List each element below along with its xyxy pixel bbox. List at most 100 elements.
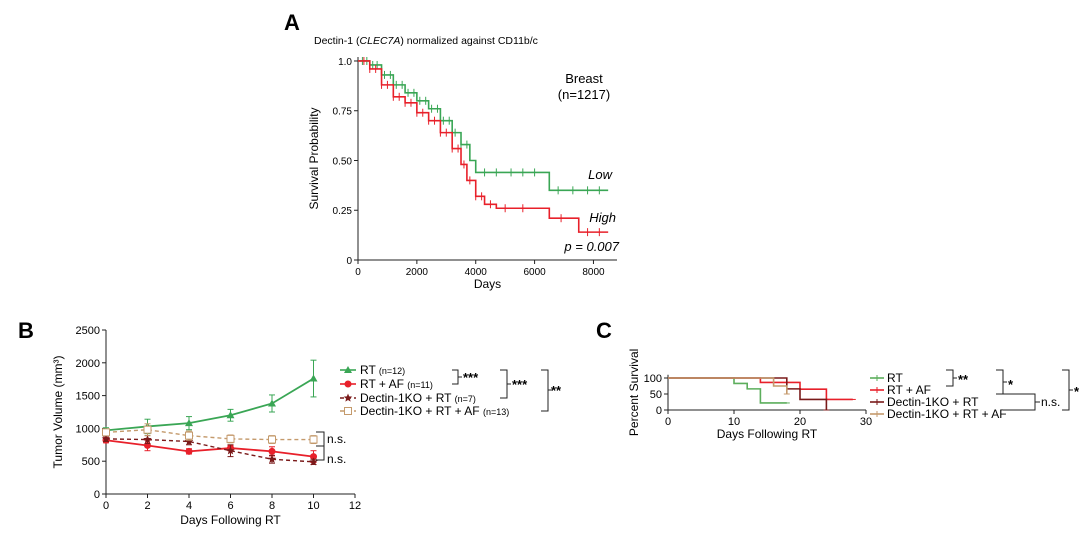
chart-a-x-tick-label: 4000 [465, 267, 488, 278]
marker-star [184, 437, 194, 446]
km-line-high [358, 60, 609, 233]
marker-triangle [268, 399, 276, 407]
legend-n: (n=12) [379, 366, 405, 376]
marker-star [143, 435, 152, 444]
legend-label: RT (n=12) [360, 363, 405, 377]
marker-triangle [226, 411, 235, 419]
series-line-0 [105, 377, 314, 432]
legend-label: RT + AF [887, 383, 931, 397]
legend-label: Dectin-1KO + RT + AF (n=13) [360, 404, 509, 418]
legend-label: Dectin-1KO + RT + AF [887, 407, 1007, 421]
chart-a-y-tick-label: 0.25 [333, 206, 353, 217]
chart-a-title-end: ) normalized against CD11b/c [400, 35, 538, 47]
legend-n: (n=13) [483, 407, 509, 417]
chart-b-axes: 0 2 4 6 8 10 12 0 500 1000 1500 2000 2500 Days Follow… [51, 325, 361, 527]
marker-circle [185, 447, 193, 455]
chart-c-sig-2: * [1008, 377, 1014, 392]
marker-star [101, 434, 111, 443]
legend-name: Dectin-1KO + RT + AF [360, 404, 483, 418]
chart-c-sig-1: ** [958, 372, 969, 387]
chart-b-y-tick-label: 0 [94, 489, 100, 501]
marker-circle [310, 453, 317, 461]
km-line-low [358, 60, 609, 192]
chart-c-axes: 0 10 20 30 0 50 100 Days Following RT Percent Su… [627, 349, 872, 441]
chart-c-x-label: Days Following RT [717, 427, 818, 441]
chart-a-y-tick-label: 0 [346, 256, 352, 267]
chart-b-sig-1: *** [463, 370, 479, 385]
chart-c-series [668, 377, 856, 411]
panel-a: Dectin-1 (CLEC7A) normalized against CD1… [307, 35, 620, 291]
chart-a-annotation-cohort: Breast [565, 71, 603, 86]
marker-triangle [344, 366, 352, 373]
chart-b-ns-2: n.s. [327, 452, 346, 466]
chart-b-sig-2: *** [512, 377, 528, 392]
chart-a-y-label: Survival Probability [307, 107, 321, 209]
chart-b-y-tick-label: 2500 [76, 325, 100, 337]
marker-star [226, 446, 235, 455]
legend-name: RT + AF [360, 377, 407, 391]
legend-n: (n=7) [455, 394, 476, 404]
chart-a-x-tick-label: 8000 [582, 267, 605, 278]
chart-a-title: Dectin-1 (CLEC7A) normalized against CD1… [314, 35, 538, 47]
legend-label: Dectin-1KO + RT [887, 395, 979, 409]
legend-name: Dectin-1KO + RT [360, 391, 455, 405]
chart-a-y-tick-label: 1.0 [338, 57, 352, 68]
series-line-1 [105, 439, 314, 458]
chart-c-x-tick-label: 30 [860, 416, 872, 428]
marker-star [267, 454, 277, 463]
chart-b-y-tick-label: 2000 [76, 358, 100, 370]
chart-c-ns-1: n.s. [1041, 395, 1060, 409]
chart-a-y-tick-label: 0.50 [333, 156, 353, 167]
chart-a-x-tick-label: 6000 [523, 267, 546, 278]
chart-a-axes: 0 2000 4000 6000 8000 0 0.25 0.50 0.75 1.0 Days Sur… [307, 57, 617, 291]
chart-b-ns-1: n.s. [327, 432, 346, 446]
marker-square [226, 434, 235, 443]
chart-a-title-gene: CLEC7A [360, 35, 401, 47]
chart-a-x-tick-label: 2000 [406, 267, 429, 278]
chart-b-x-tick-label: 8 [269, 500, 275, 512]
chart-a-annotation-n: (n=1217) [558, 87, 610, 102]
chart-b-x-tick-label: 12 [349, 500, 361, 512]
chart-c-x-tick-label: 10 [728, 416, 740, 428]
legend-label: Dectin-1KO + RT (n=7) [360, 391, 476, 405]
chart-b-x-tick-label: 6 [227, 500, 233, 512]
legend-label: RT [887, 371, 903, 385]
chart-b-y-tick-label: 1000 [76, 423, 100, 435]
marker-star [309, 457, 318, 466]
marker-square [102, 428, 110, 437]
chart-b-significance [316, 369, 552, 461]
chart-b-series [101, 359, 318, 466]
survival-line-0 [668, 377, 787, 404]
panel-c: 0 10 20 30 0 50 100 Days Following RT Percent Su… [627, 349, 1080, 441]
marker-square [268, 435, 276, 444]
chart-a-y-tick-label: 0.75 [333, 107, 353, 118]
survival-line-2 [668, 377, 828, 410]
survival-line-3 [668, 377, 788, 394]
chart-a-pvalue: p = 0.007 [563, 239, 619, 254]
chart-c-x-tick-label: 0 [665, 416, 671, 428]
panel-label-b: B [18, 318, 34, 343]
marker-triangle [309, 374, 318, 382]
chart-c-y-tick-label: 100 [644, 373, 662, 385]
chart-b-y-label: Tumor Volume (mm³) [51, 356, 65, 469]
chart-c-sig-3: * [1074, 384, 1080, 399]
marker-square [143, 425, 152, 434]
chart-a-x-label: Days [474, 277, 501, 291]
chart-c-x-tick-label: 20 [794, 416, 806, 428]
chart-c-significance [946, 369, 1073, 411]
chart-b-x-tick-label: 2 [144, 500, 150, 512]
legend-a-high: High [589, 210, 616, 225]
series-line-3 [105, 429, 314, 441]
marker-circle [268, 447, 276, 455]
legend-name: RT [360, 363, 379, 377]
chart-c-y-label: Percent Survival [627, 349, 641, 436]
marker-square [344, 407, 352, 415]
chart-b-x-label: Days Following RT [180, 513, 281, 527]
panel-label-c: C [596, 318, 612, 343]
chart-b-x-tick-label: 10 [307, 500, 319, 512]
marker-square [185, 431, 193, 440]
chart-b-y-tick-label: 500 [82, 456, 100, 468]
chart-a-series [358, 56, 609, 237]
legend-a-low: Low [588, 167, 613, 182]
